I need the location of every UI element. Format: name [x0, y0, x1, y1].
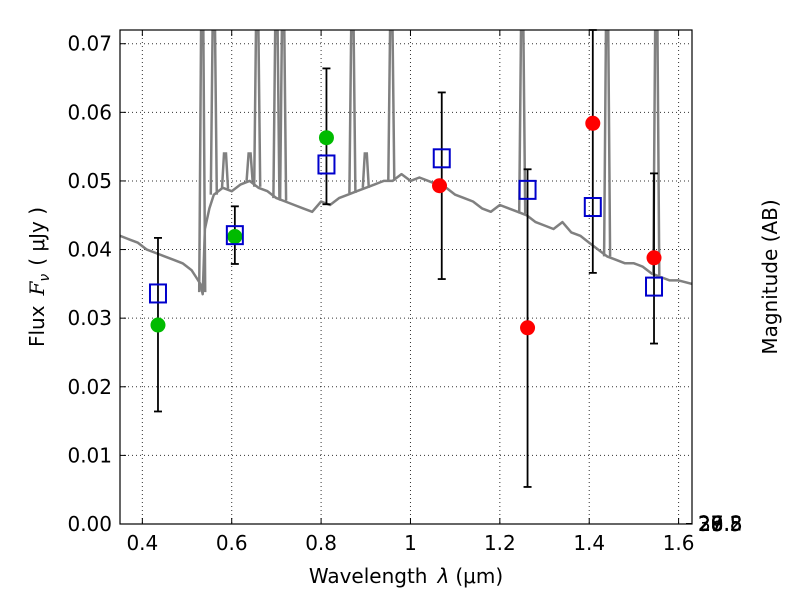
- y-tick-label: 0.06: [67, 100, 112, 124]
- y2-tick-label: 27.5: [698, 512, 743, 536]
- y-tick-label: 0.02: [67, 375, 112, 399]
- y2-tick-label: 27.2: [698, 512, 743, 536]
- y2-tick-label: 27: [698, 512, 723, 536]
- emission-line: [652, 30, 661, 276]
- model-spectrum: [120, 30, 692, 296]
- red-circle-point: [646, 250, 662, 266]
- open-square-point: [148, 283, 167, 304]
- emission-line: [387, 30, 396, 181]
- emission-line: [197, 30, 207, 293]
- x-tick-label: 1: [404, 531, 417, 555]
- emission-line: [517, 30, 527, 214]
- red-circle-point: [432, 178, 448, 194]
- green-circle-point: [150, 317, 166, 333]
- errorbar-layer: [153, 29, 659, 488]
- y2-tick-label: 29: [698, 512, 723, 536]
- y2-tick-label: 28.5: [698, 512, 743, 536]
- emission-line: [348, 30, 357, 194]
- x-axis-label: Wavelength λ (μm): [309, 564, 503, 588]
- emission-line: [209, 30, 219, 195]
- open-square-point: [225, 225, 244, 246]
- emission-line: [278, 30, 288, 201]
- x-tick-label: 1.4: [573, 531, 605, 555]
- red-circle-point: [520, 320, 536, 336]
- y-tick-label: 0.07: [67, 32, 112, 56]
- open-square-point: [518, 179, 537, 200]
- emission-line: [272, 30, 281, 199]
- y2-tick-label: 26.8: [698, 512, 743, 536]
- y-tick-label: 0.00: [67, 512, 112, 536]
- y-tick-label: 0.05: [67, 169, 112, 193]
- x-tick-label: 1.6: [663, 531, 695, 555]
- open-square-point: [317, 154, 336, 175]
- emission-line: [602, 30, 612, 257]
- open-square-point: [645, 276, 664, 297]
- y2-tick-label: 30: [698, 512, 723, 536]
- y-tick-label: 0.03: [67, 306, 112, 330]
- x-tick-label: 1.2: [484, 531, 516, 555]
- x-tick-label: 0.4: [126, 531, 158, 555]
- red-circle-point: [585, 115, 601, 131]
- tick-layer: 0.4 0.6 0.8 1 1.2 1.4 1.6 0.00 0.01 0.02 0.03 0.04 0…: [67, 30, 743, 555]
- model-continuum: [120, 172, 692, 296]
- emission-line: [361, 152, 371, 188]
- y-axis-label: FluxFν( μJy ): [25, 207, 53, 347]
- green-circle-point: [227, 229, 243, 245]
- x-tick-label: 0.8: [305, 531, 337, 555]
- emission-line: [245, 152, 254, 181]
- emission-line: [220, 152, 230, 189]
- y-tick-label: 0.01: [67, 443, 112, 467]
- emission-line: [252, 30, 262, 187]
- y2-axis-label: Magnitude (AB): [758, 199, 782, 354]
- plot-frame: [119, 29, 693, 525]
- y-tick-label: 0.04: [67, 238, 112, 262]
- marker-layer: [148, 115, 664, 336]
- green-circle-point: [318, 130, 334, 146]
- y2-tick-label: 28: [698, 512, 723, 536]
- open-square-point: [432, 148, 451, 169]
- open-square-point: [583, 197, 602, 218]
- x-tick-label: 0.6: [216, 531, 248, 555]
